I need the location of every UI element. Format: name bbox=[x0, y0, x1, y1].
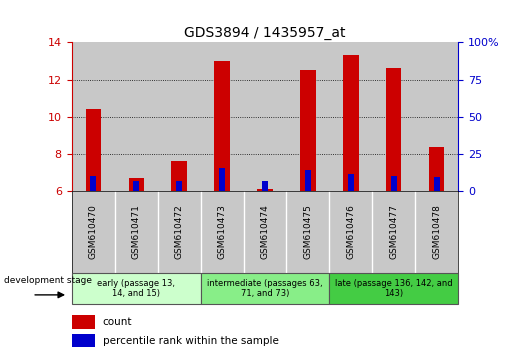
Text: intermediate (passages 63,
71, and 73): intermediate (passages 63, 71, and 73) bbox=[207, 279, 323, 298]
Text: GSM610471: GSM610471 bbox=[131, 204, 140, 259]
Bar bbox=[301, 70, 315, 191]
FancyBboxPatch shape bbox=[200, 273, 330, 304]
Bar bbox=[215, 61, 229, 191]
Bar bbox=[128, 178, 144, 191]
Bar bbox=[85, 109, 101, 191]
Bar bbox=[114, 42, 157, 191]
Bar bbox=[134, 182, 139, 191]
Bar bbox=[386, 69, 402, 191]
Bar bbox=[373, 42, 416, 191]
Bar bbox=[72, 315, 95, 329]
Bar bbox=[176, 182, 182, 191]
Bar bbox=[157, 42, 200, 191]
Text: count: count bbox=[102, 318, 132, 327]
Title: GDS3894 / 1435957_at: GDS3894 / 1435957_at bbox=[184, 26, 346, 40]
Bar bbox=[219, 169, 225, 191]
Bar bbox=[348, 173, 354, 191]
Text: GSM610473: GSM610473 bbox=[217, 204, 226, 259]
Text: GSM610475: GSM610475 bbox=[304, 204, 313, 259]
Bar bbox=[330, 42, 373, 191]
Text: GSM610478: GSM610478 bbox=[432, 204, 441, 259]
Text: GSM610472: GSM610472 bbox=[174, 205, 183, 259]
Bar bbox=[243, 42, 287, 191]
Text: early (passage 13,
14, and 15): early (passage 13, 14, and 15) bbox=[97, 279, 175, 298]
Bar bbox=[343, 56, 358, 191]
Text: development stage: development stage bbox=[4, 276, 92, 285]
Bar bbox=[391, 176, 396, 191]
Bar bbox=[262, 182, 268, 191]
Bar bbox=[72, 42, 114, 191]
Bar bbox=[172, 161, 187, 191]
Bar bbox=[305, 170, 311, 191]
Bar bbox=[287, 42, 330, 191]
Bar bbox=[258, 189, 272, 191]
Bar bbox=[429, 147, 445, 191]
Text: GSM610470: GSM610470 bbox=[89, 204, 98, 259]
FancyBboxPatch shape bbox=[330, 273, 458, 304]
FancyBboxPatch shape bbox=[72, 273, 200, 304]
Bar bbox=[200, 42, 243, 191]
Bar bbox=[91, 176, 95, 191]
Bar bbox=[72, 334, 95, 347]
Bar bbox=[435, 177, 439, 191]
Text: late (passage 136, 142, and
143): late (passage 136, 142, and 143) bbox=[335, 279, 453, 298]
Text: GSM610477: GSM610477 bbox=[390, 204, 399, 259]
Text: GSM610476: GSM610476 bbox=[347, 204, 356, 259]
Text: GSM610474: GSM610474 bbox=[261, 205, 269, 259]
Bar bbox=[416, 42, 458, 191]
Text: percentile rank within the sample: percentile rank within the sample bbox=[102, 336, 278, 346]
